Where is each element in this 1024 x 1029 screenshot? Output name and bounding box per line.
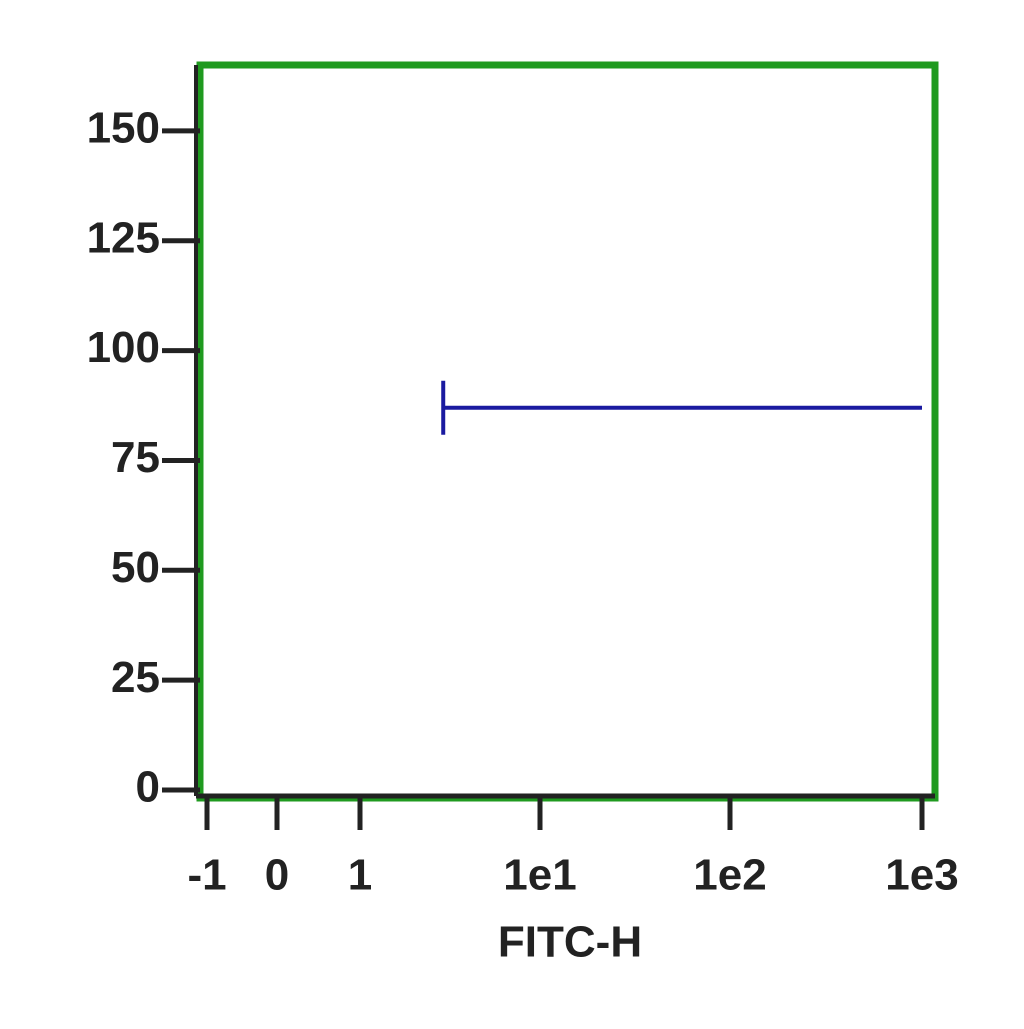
- y-tick-label: 50: [111, 543, 160, 592]
- y-tick-label: 75: [111, 433, 160, 482]
- x-tick-label: -1: [187, 851, 226, 900]
- x-tick-label: 1e3: [885, 851, 958, 900]
- plot-frame: [196, 61, 939, 802]
- x-axis-label: FITC-H: [498, 918, 642, 967]
- x-tick-label: 1e2: [693, 851, 766, 900]
- x-tick-label: 0: [265, 851, 289, 900]
- x-tick-label: 1: [348, 851, 372, 900]
- x-tick-label: 1e1: [503, 851, 576, 900]
- y-tick-label: 0: [136, 763, 160, 812]
- y-tick-label: 150: [87, 104, 160, 153]
- y-tick-label: 25: [111, 653, 160, 702]
- y-tick-label: 100: [87, 323, 160, 372]
- y-tick-label: 125: [87, 213, 160, 262]
